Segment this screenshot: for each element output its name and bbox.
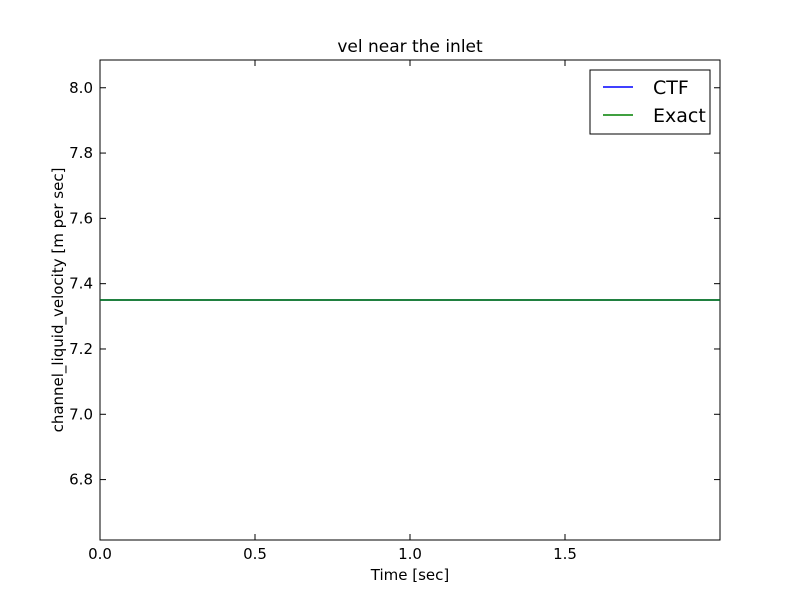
x-axis-ticks: 0.0 0.5 1.0 1.5 bbox=[88, 60, 577, 563]
chart-title: vel near the inlet bbox=[337, 37, 483, 57]
x-tick-label: 1.5 bbox=[553, 545, 577, 563]
y-tick-label: 7.8 bbox=[69, 144, 93, 162]
legend-label-exact: Exact bbox=[653, 105, 706, 127]
x-axis-label: Time [sec] bbox=[370, 566, 449, 584]
y-tick-label: 7.6 bbox=[69, 209, 93, 227]
y-tick-label: 7.4 bbox=[69, 275, 93, 293]
legend-label-ctf: CTF bbox=[653, 77, 689, 99]
x-tick-label: 1.0 bbox=[398, 545, 422, 563]
legend: CTF Exact bbox=[589, 69, 711, 135]
y-tick-label: 7.0 bbox=[69, 405, 93, 423]
y-axis-label: channel_liquid_velocity [m per sec] bbox=[49, 168, 68, 433]
y-tick-label: 6.8 bbox=[69, 471, 93, 489]
y-tick-label: 8.0 bbox=[69, 79, 93, 97]
x-tick-label: 0.5 bbox=[243, 545, 267, 563]
x-tick-label: 0.0 bbox=[88, 545, 112, 563]
y-tick-label: 7.2 bbox=[69, 340, 93, 358]
legend-box bbox=[589, 69, 711, 135]
y-axis-ticks: 6.8 7.0 7.2 7.4 7.6 7.8 8.0 bbox=[69, 79, 720, 489]
